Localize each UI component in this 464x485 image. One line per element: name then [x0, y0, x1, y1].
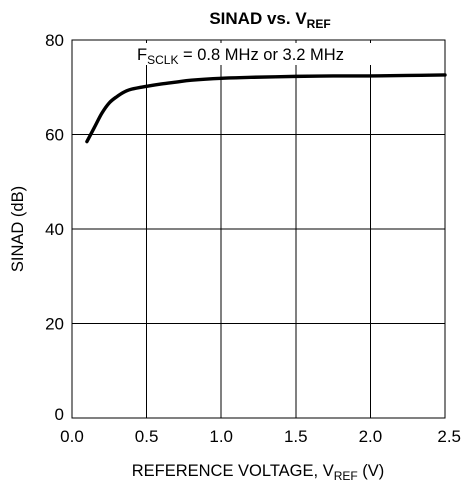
plot-area: [71, 39, 446, 419]
sinad-series-line: [85, 73, 447, 144]
y-tick-label: 0: [55, 405, 64, 424]
x-tick-label: 1.0: [209, 427, 233, 446]
y-axis-label: SINAD (dB): [9, 186, 27, 272]
sclk-annotation: FSCLK = 0.8 MHz or 3.2 MHz: [137, 46, 344, 67]
chart-title: SINAD vs. VREF: [209, 9, 330, 31]
x-tick-label: 2.5: [437, 427, 461, 446]
y-tick-label: 60: [45, 126, 64, 145]
x-tick-label: 2.0: [359, 427, 383, 446]
y-tick-labels: 0 20 40 60 80: [45, 31, 64, 424]
x-tick-label: 0.0: [60, 427, 84, 446]
y-tick-label: 80: [45, 31, 64, 50]
annotation-box: FSCLK = 0.8 MHz or 3.2 MHz: [134, 43, 402, 67]
x-tick-label: 1.5: [284, 427, 308, 446]
x-tick-labels: 0.0 0.5 1.0 1.5 2.0 2.5: [60, 427, 461, 446]
y-tick-label: 40: [45, 220, 64, 239]
grid-lines: [71, 39, 446, 419]
y-tick-label: 20: [45, 315, 64, 334]
x-tick-label: 0.5: [135, 427, 159, 446]
x-axis-label: REFERENCE VOLTAGE, VREF (V): [132, 462, 385, 483]
